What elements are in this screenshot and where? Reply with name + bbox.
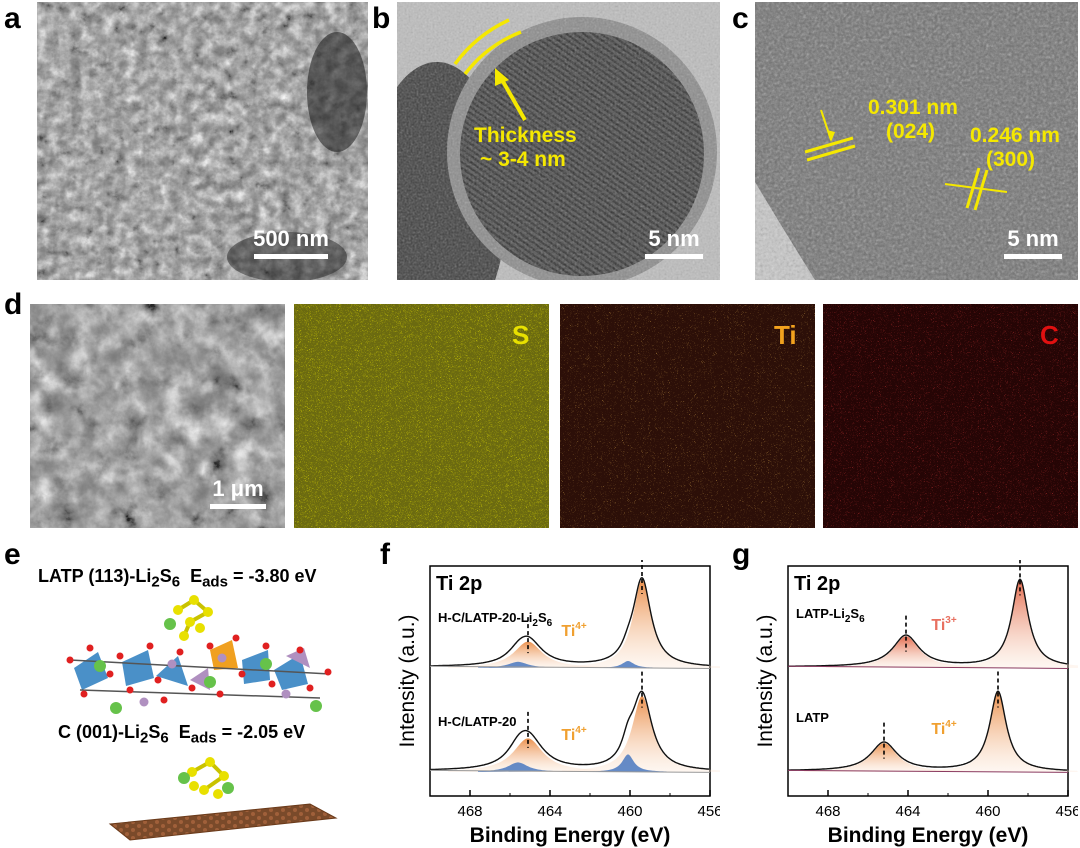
g-series-0-baseline [787,665,1069,669]
f-series-1-peak-1-fill [448,738,608,772]
f-series-1-ti3-peak-0 [588,754,667,772]
d-spacing-300: 0.246 nm (300) [970,124,1060,172]
f-series-0-state: Ti4+ [561,621,586,640]
f-xtick-label-460: 460 [617,803,642,820]
f-series-0-peak-0-fill [562,580,720,668]
eds-label-s: S [512,320,530,350]
f-series-1-baseline [429,769,711,773]
eds-map-s [294,304,549,528]
latp-adsorption-label: LATP (113)-Li2S6 Eads = -3.80 eV [38,566,317,591]
tem-image-b [397,2,720,280]
g-ylabel: Intensity (a.u.) [754,614,777,747]
scale-bar-c: 5 nm [993,226,1073,259]
latp-li2s6-structure [66,595,332,714]
f-xtick-label-456: 456 [697,803,720,820]
f-series-0-label: H-C/LATP-20-Li2S6 [438,610,553,629]
f-xtick-label-464: 464 [537,803,562,820]
plane-024-label: (024) [886,120,936,144]
g-series-1-baseline [787,769,1069,773]
scale-bar-d: 1 μm [196,476,280,509]
scale-bar-a: 500 nm [241,226,341,259]
f-series-1-label: H-C/LATP-20 [438,714,516,729]
f-series-1-peak-0-fill [562,696,720,772]
eds-map-c [823,304,1078,528]
g-xlabel: Binding Energy (eV) [828,824,1029,847]
xps-chart-g: 468 464 460 456 Binding Energy (eV) Intensity… [754,560,1078,847]
carbon-adsorption-label: C (001)-Li2S6 Eads = -2.05 eV [58,722,306,747]
f-series-0-envelope [430,576,710,667]
g-series-0-state: Ti3+ [931,615,956,634]
panel-label-b: b [372,2,391,35]
sem-image-d [30,304,285,528]
plane-300-label: (300) [986,148,1036,172]
f-plot-frame [429,565,711,797]
panel-label-g: g [732,538,751,571]
panel-label-d: d [4,288,23,321]
g-xtick-label-464: 464 [895,803,920,820]
f-series-1-envelope [430,690,709,771]
f-series-1-state: Ti4+ [561,725,586,744]
eds-label-c: C [1040,320,1059,350]
thickness-label: Thickness [474,124,577,147]
f-series-0-peak-1-fill [448,641,608,668]
sem-image-a [37,2,368,280]
f-ylabel: Intensity (a.u.) [396,614,419,747]
panel-label-e: e [4,538,21,571]
g-series-1-peak-0-fill [918,692,1078,772]
g-series-0-peak-1-fill [826,636,986,668]
f-series-0-baseline [429,665,711,669]
f-xlabel: Binding Energy (eV) [470,824,671,847]
g-plot-frame [787,565,1069,797]
f-series-0-ti3-peak-0 [588,661,667,668]
g-series-1-label: LATP [796,710,829,725]
d-spacing-024: 0.301 nm (024) [868,96,958,144]
panel-label-c: c [732,2,749,35]
hrtem-image-c [755,2,1078,280]
scale-label-b: 5 nm [648,226,700,251]
scale-label-a: 500 nm [253,226,329,251]
g-series-0-peak-0-fill [940,580,1078,668]
g-series-1-state: Ti4+ [931,719,956,738]
g-series-0-envelope [788,578,1068,667]
carbon-li2s6-structure [108,757,338,841]
d-spacing-024-value: 0.301 nm [868,96,958,119]
g-xtick-label-460: 460 [975,803,1000,820]
g-series-0-label: LATP-Li2S6 [796,606,865,625]
xps-chart-f: 468 464 460 456 Binding Energy (eV) Intensity… [396,560,720,847]
f-xtick-label-468: 468 [457,803,482,820]
thickness-value: ~ 3-4 nm [480,148,566,172]
g-xtick-label-456: 456 [1055,803,1078,820]
f-series-1-ti3-peak-1 [478,762,557,772]
g-series-1-envelope [788,690,1067,771]
scale-label-d: 1 μm [212,476,264,501]
thickness-annotation: Thickness ~ 3-4 nm [474,124,577,172]
g-xtick-label-468: 468 [815,803,840,820]
eds-label-ti: Ti [774,320,797,350]
scale-bar-b: 5 nm [634,226,714,259]
eds-map-ti [560,304,815,528]
f-title: Ti 2p [436,573,482,595]
panel-label-a: a [4,2,21,35]
g-title: Ti 2p [794,573,840,595]
d-spacing-300-value: 0.246 nm [970,124,1060,147]
panel-label-f: f [380,538,390,571]
scale-label-c: 5 nm [1007,226,1059,251]
